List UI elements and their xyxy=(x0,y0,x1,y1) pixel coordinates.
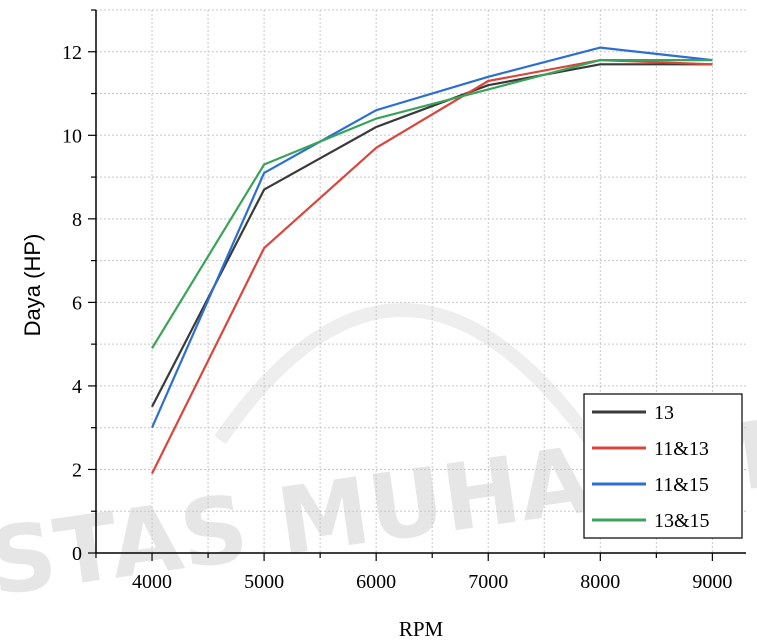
legend: 13 11&13 11&15 13&15 xyxy=(583,393,743,539)
x-tick-label: 8000 xyxy=(580,571,620,593)
axes xyxy=(88,9,746,561)
y-tick-label: 8 xyxy=(72,209,82,231)
y-tick-label: 0 xyxy=(72,543,82,565)
x-tick-label: 4000 xyxy=(132,571,172,593)
legend-label-1: 13 xyxy=(654,402,674,424)
legend-box xyxy=(583,393,743,539)
y-tick-label: 2 xyxy=(72,459,82,481)
x-axis-title: RPM xyxy=(399,617,444,641)
y-tick-label: 10 xyxy=(62,125,82,147)
y-axis-title: Daya (HP) xyxy=(20,234,45,337)
series-lines xyxy=(150,46,713,475)
legend-label-4: 13&15 xyxy=(654,510,710,532)
y-tick-label: 4 xyxy=(72,376,82,398)
series-line-3 xyxy=(150,46,713,429)
legend-label-2: 11&13 xyxy=(654,438,709,460)
series-line-1 xyxy=(151,63,713,408)
x-tick-label: 6000 xyxy=(356,571,396,593)
grid xyxy=(95,9,746,553)
y-tick-label: 6 xyxy=(72,292,82,314)
x-tick-label: 7000 xyxy=(468,571,508,593)
x-tick-label: 5000 xyxy=(244,571,284,593)
legend-label-3: 11&15 xyxy=(654,474,709,496)
y-tick-label: 12 xyxy=(62,42,82,64)
x-tick-label: 9000 xyxy=(692,571,732,593)
tick-labels: 4000 5000 6000 7000 8000 9000 0 2 4 6 8 10 12 xyxy=(62,42,732,593)
series-line-4 xyxy=(151,58,713,349)
